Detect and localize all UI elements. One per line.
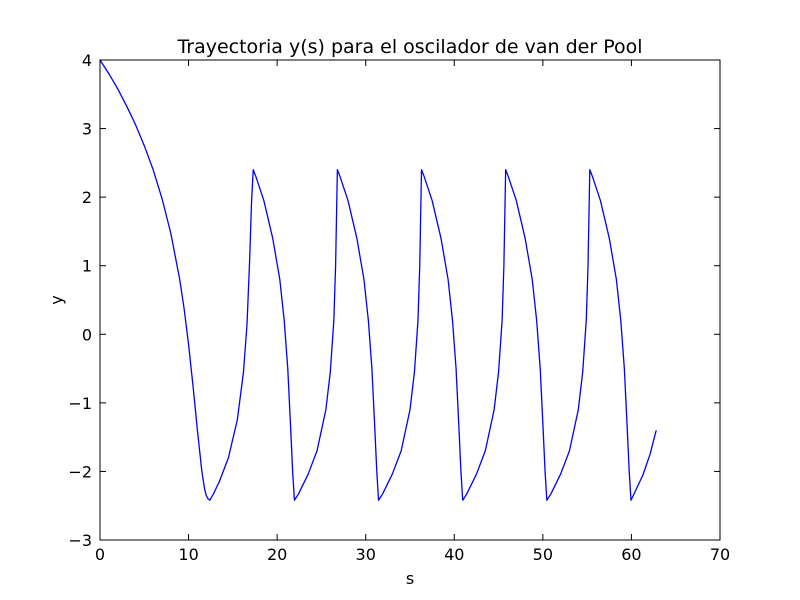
series-line-0 (99, 59, 657, 501)
x-tick-label: 40 (444, 545, 464, 564)
plot-frame (99, 59, 721, 541)
y-tick-label: 4 (82, 51, 92, 70)
x-tick-label: 60 (621, 545, 641, 564)
x-tick-label: 70 (710, 545, 730, 564)
plot-background (100, 60, 720, 540)
series-layer (99, 59, 657, 501)
y-tick-label: −1 (68, 394, 92, 413)
y-tick-label: 3 (82, 120, 92, 139)
y-tick-label: −2 (68, 462, 92, 481)
y-tick-label: 2 (82, 188, 92, 207)
chart-title: Trayectoria y(s) para el oscilador de va… (176, 36, 642, 58)
x-axis: 0 10 20 30 40 50 60 70 (95, 60, 730, 564)
x-axis-label: s (406, 569, 414, 588)
y-tick-label: −3 (68, 531, 92, 550)
plot-area (99, 59, 721, 541)
y-axis: −3 −2 −1 0 1 2 3 4 (68, 51, 720, 550)
x-tick-label: 0 (95, 545, 105, 564)
y-tick-label: 0 (82, 325, 92, 344)
x-tick-label: 50 (533, 545, 553, 564)
y-tick-label: 1 (82, 257, 92, 276)
x-tick-label: 20 (267, 545, 287, 564)
x-tick-label: 10 (178, 545, 198, 564)
y-axis-label: y (47, 295, 66, 304)
x-tick-label: 30 (356, 545, 376, 564)
